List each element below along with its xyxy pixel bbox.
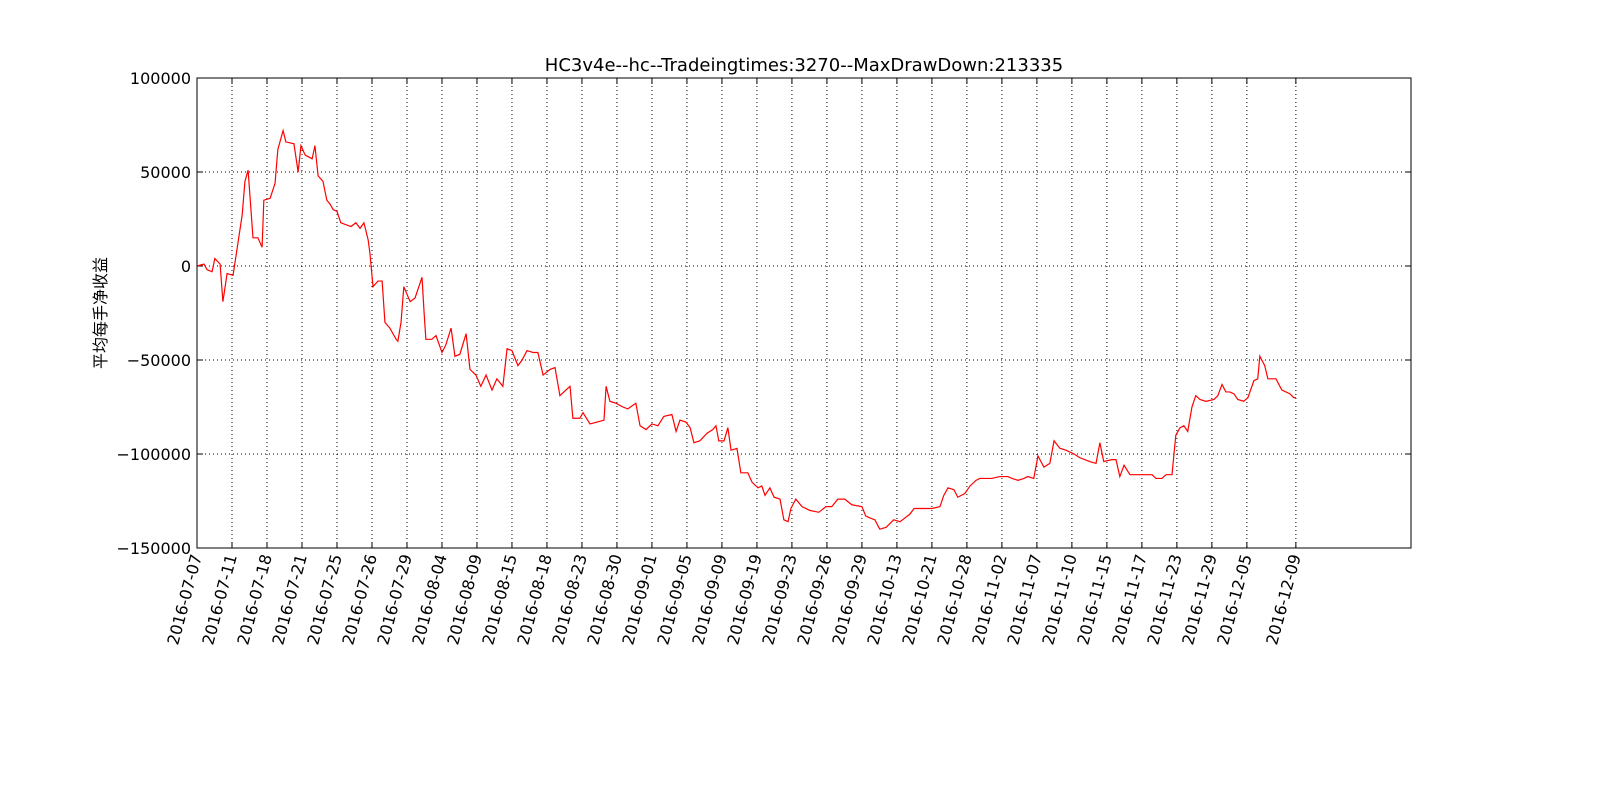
plot-frame (196, 77, 1412, 549)
y-axis-label: 平均每手净收益 (91, 257, 110, 369)
y-tick-label: −100000 (117, 445, 191, 464)
chart-title: HC3v4e--hc--Tradeingtimes:3270--MaxDrawD… (545, 55, 1063, 76)
y-tick-label: −150000 (117, 539, 191, 558)
y-tick-label: −50000 (127, 351, 191, 370)
data-line (196, 128, 1296, 530)
y-tick-label: 100000 (130, 69, 191, 88)
y-tick-label: 0 (181, 257, 191, 276)
y-tick-label: 50000 (140, 163, 191, 182)
